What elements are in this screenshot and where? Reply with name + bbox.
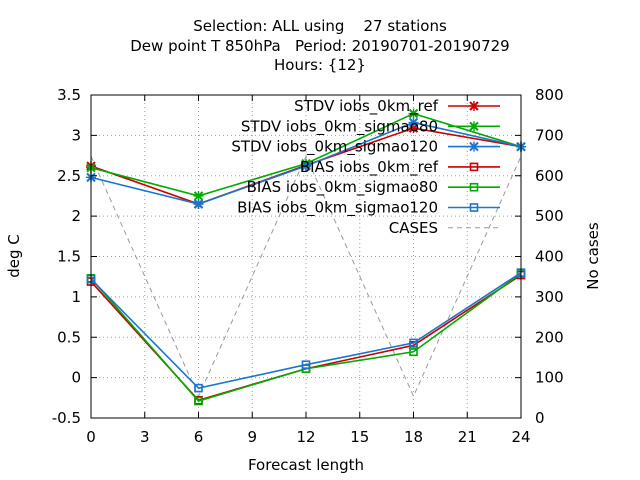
x-tick-label: 0 <box>86 428 96 446</box>
y2-tick-label: 400 <box>535 248 564 266</box>
data-point-square-marker <box>409 347 418 357</box>
x-tick-label: 18 <box>404 428 423 446</box>
series-line <box>90 155 522 398</box>
legend-label: BIAS iobs_0km_ref <box>300 158 439 177</box>
chart-title-line-1: Selection: ALL using 27 stations <box>193 17 447 35</box>
legend-label: STDV iobs_0km_sigmao80 <box>241 117 438 136</box>
legend-label: CASES <box>389 219 438 237</box>
legend-entry: BIAS iobs_0km_sigmao80 <box>247 178 500 197</box>
axis-ticks: 0 3 6 9 12 15 18 21 24 -0.5 0 0.5 1 1.5 2 2.5 3 3.5 0 100 20… <box>52 86 564 446</box>
data-point-square-marker <box>469 203 479 212</box>
legend-entry: STDV iobs_0km_ref <box>294 97 500 116</box>
data-point-x-marker <box>408 108 419 119</box>
x-tick-label: 12 <box>296 428 315 446</box>
y2-tick-label: 300 <box>535 288 564 306</box>
data-point-square-marker <box>194 396 203 406</box>
y-tick-label: 3 <box>71 126 81 144</box>
x-axis-label: Forecast length <box>248 456 364 474</box>
x-tick-label: 6 <box>194 428 204 446</box>
y-axis-label: deg C <box>5 234 23 278</box>
y2-tick-label: 700 <box>535 126 564 144</box>
legend-label: STDV iobs_0km_ref <box>294 97 439 116</box>
legend-label: STDV iobs_0km_sigmao120 <box>231 138 438 157</box>
series-line <box>90 271 522 389</box>
y2-tick-label: 0 <box>535 409 545 427</box>
y-tick-label: 2.5 <box>57 167 81 185</box>
y2-tick-label: 600 <box>535 167 564 185</box>
data-point-x-marker <box>193 199 204 210</box>
series-bias-iobs-0km-sigmao80 <box>86 269 526 406</box>
legend-label: BIAS iobs_0km_sigmao80 <box>247 178 438 197</box>
x-tick-label: 3 <box>140 428 150 446</box>
data-point-square-marker <box>469 162 479 172</box>
data-point-square-marker <box>194 383 203 393</box>
data-point-square-marker <box>301 360 311 370</box>
y-tick-label: -0.5 <box>52 409 81 427</box>
y-tick-label: 3.5 <box>57 86 81 104</box>
y2-tick-label: 500 <box>535 207 564 225</box>
x-tick-label: 24 <box>511 428 530 446</box>
y-tick-label: 0 <box>71 369 81 387</box>
data-point-x-marker <box>469 141 479 152</box>
data-point-square-marker <box>469 182 479 192</box>
data-point-square-marker <box>409 338 418 348</box>
legend-entry: STDV iobs_0km_sigmao80 <box>241 117 500 136</box>
y2-tick-label: 800 <box>535 86 564 104</box>
legend-entry: CASES <box>389 219 500 237</box>
series-cases <box>90 155 522 398</box>
y-tick-label: 1.5 <box>57 248 81 266</box>
legend-entry: STDV iobs_0km_sigmao120 <box>231 138 500 157</box>
data-point-x-marker <box>469 101 479 111</box>
data-point-x-marker <box>408 117 419 128</box>
legend-label: BIAS iobs_0km_sigmao120 <box>237 199 438 218</box>
legend-entry: BIAS iobs_0km_sigmao120 <box>237 199 500 218</box>
series-bias-iobs-0km-sigmao120 <box>86 268 526 393</box>
y-tick-label: 1 <box>71 288 81 306</box>
y-tick-label: 0.5 <box>57 328 81 346</box>
legend-entry: BIAS iobs_0km_ref <box>300 158 500 177</box>
chart-title-line-2: Dew point T 850hPa Period: 20190701-2019… <box>130 37 510 55</box>
data-point-x-marker <box>301 161 311 172</box>
chart-title-line-3: Hours: {12} <box>274 56 366 74</box>
y-tick-label: 2 <box>71 207 81 225</box>
x-tick-label: 15 <box>350 428 369 446</box>
x-tick-label: 9 <box>247 428 257 446</box>
y2-tick-label: 200 <box>535 328 564 346</box>
y2-axis-label: No cases <box>584 222 602 290</box>
x-tick-label: 21 <box>458 428 477 446</box>
data-point-x-marker <box>469 121 479 132</box>
y2-tick-label: 100 <box>535 369 564 387</box>
